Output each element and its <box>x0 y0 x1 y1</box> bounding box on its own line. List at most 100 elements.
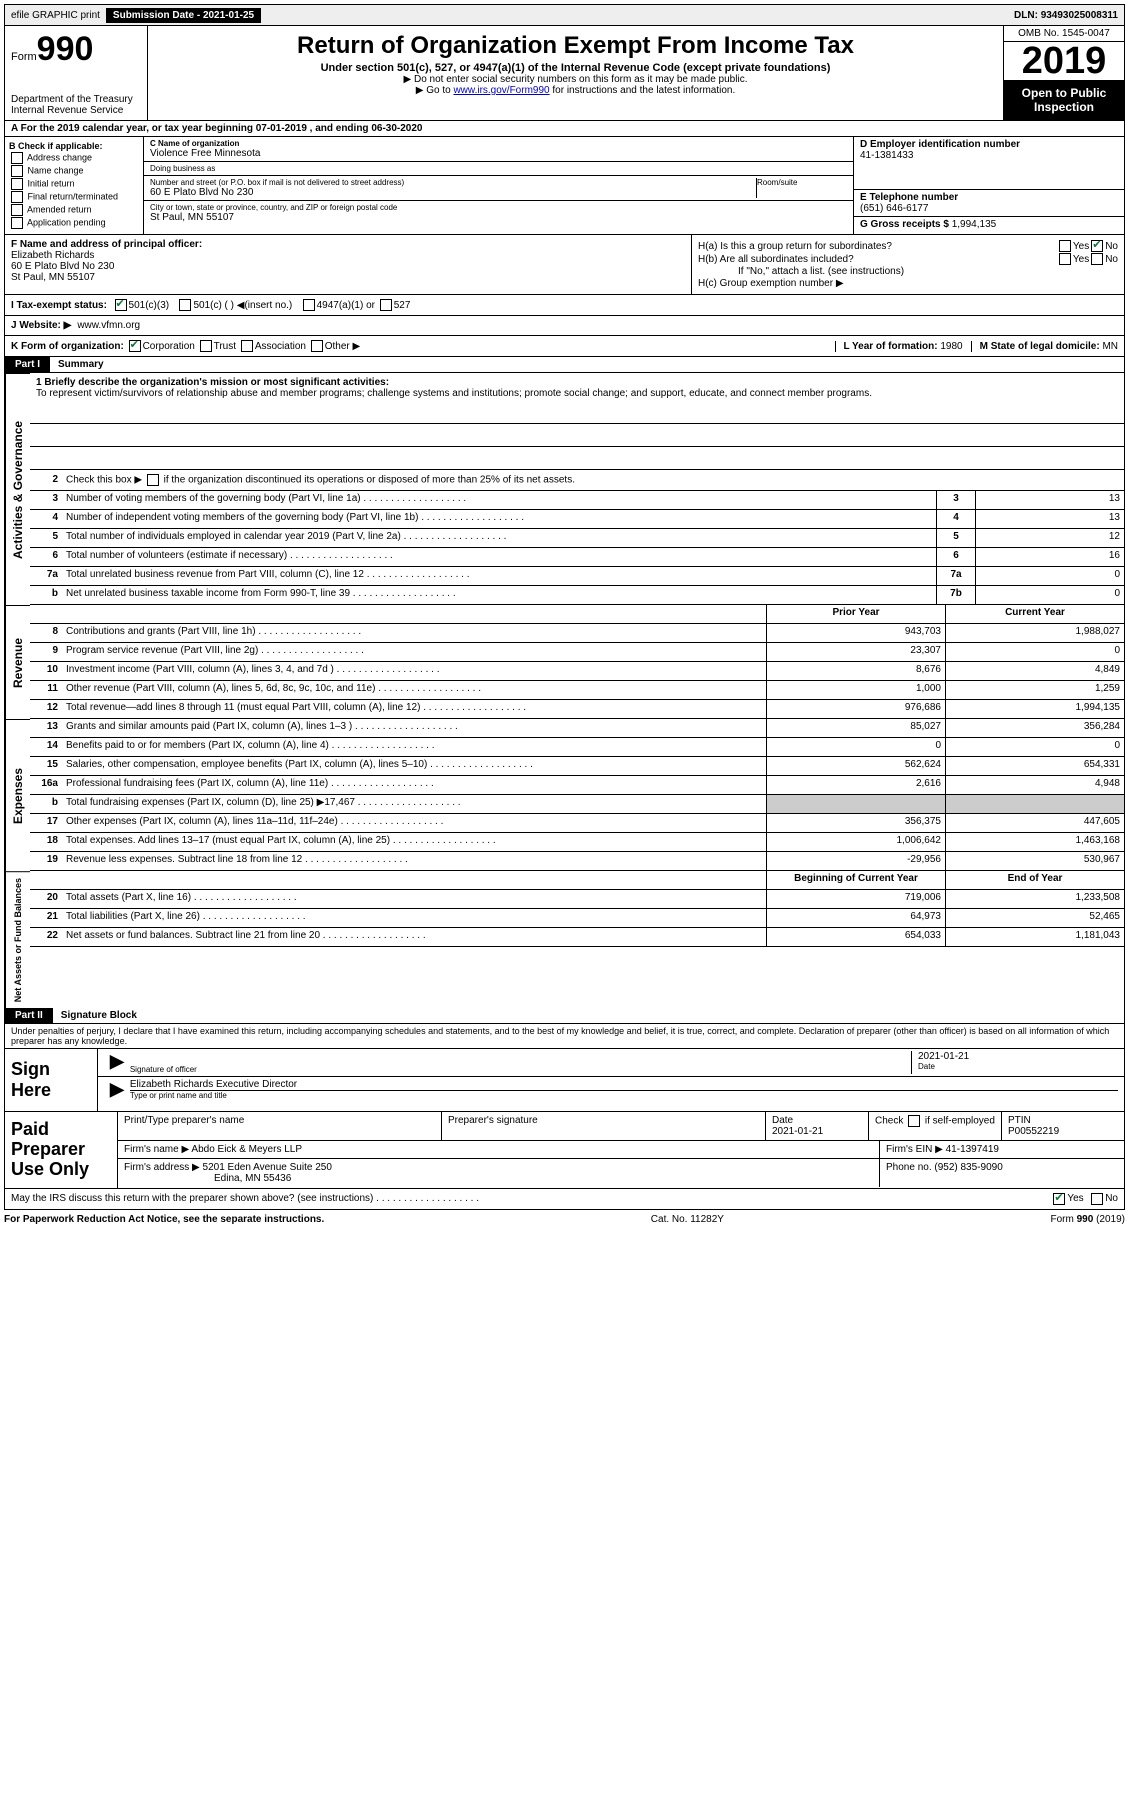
vtab-revenue: Revenue <box>5 605 30 719</box>
table-row: 9 Program service revenue (Part VIII, li… <box>30 643 1124 662</box>
ein-cell: D Employer identification number 41-1381… <box>854 137 1124 190</box>
eoy-hdr: End of Year <box>945 871 1124 889</box>
topbar: efile GRAPHIC print Submission Date - 20… <box>4 4 1125 26</box>
chk-527[interactable] <box>380 299 392 311</box>
table-row: 20 Total assets (Part X, line 16) 719,00… <box>30 890 1124 909</box>
sign-block: Sign Here ▶ Signature of officer 2021-01… <box>4 1049 1125 1112</box>
paid-preparer-label: Paid Preparer Use Only <box>5 1112 118 1187</box>
current-year-hdr: Current Year <box>945 605 1124 623</box>
footer-right: Form 990 (2019) <box>1051 1214 1125 1225</box>
hb-yes[interactable] <box>1059 253 1071 265</box>
state-domicile: MN <box>1102 341 1118 352</box>
chk-pending[interactable]: Application pending <box>9 217 139 229</box>
row-a-period: A For the 2019 calendar year, or tax yea… <box>4 121 1125 137</box>
website-value: www.vfmn.org <box>77 320 140 331</box>
line2-text: Check this box ▶ if the organization dis… <box>62 472 1124 490</box>
dba-cell: Doing business as <box>144 162 853 176</box>
gross-cell: G Gross receipts $ 1,994,135 <box>854 217 1124 232</box>
sig-arrow-icon-2: ▶ <box>104 1079 130 1100</box>
org-city: St Paul, MN 55107 <box>150 212 847 223</box>
footer-left: For Paperwork Reduction Act Notice, see … <box>4 1214 324 1225</box>
section-bcdeg: B Check if applicable: Address change Na… <box>4 137 1125 234</box>
discuss-no[interactable] <box>1091 1193 1103 1205</box>
vtab-netassets: Net Assets or Fund Balances <box>5 871 30 1008</box>
prior-year-hdr: Prior Year <box>766 605 945 623</box>
line1-label: 1 Briefly describe the organization's mi… <box>36 377 389 388</box>
part1-bar: Part I Summary <box>4 357 1125 373</box>
footer-mid: Cat. No. 11282Y <box>651 1214 724 1225</box>
table-row: 3 Number of voting members of the govern… <box>30 491 1124 510</box>
form-number: Form990 <box>11 30 141 69</box>
submission-date: Submission Date - 2021-01-25 <box>107 8 261 23</box>
org-name-cell: C Name of organization Violence Free Min… <box>144 137 853 162</box>
chk-trust[interactable] <box>200 340 212 352</box>
table-row: 13 Grants and similar amounts paid (Part… <box>30 719 1124 738</box>
table-row: 10 Investment income (Part VIII, column … <box>30 662 1124 681</box>
sig-name-value: Elizabeth Richards Executive Director <box>130 1079 1118 1090</box>
ptin-value: P00552219 <box>1008 1126 1118 1137</box>
firm-addr1: 5201 Eden Avenue Suite 250 <box>203 1162 332 1173</box>
chk-amended[interactable]: Amended return <box>9 204 139 216</box>
chk-final[interactable]: Final return/terminated <box>9 191 139 203</box>
tax-status-row: I Tax-exempt status: 501(c)(3) 501(c) ( … <box>4 295 1125 316</box>
gross-value: 1,994,135 <box>952 219 997 230</box>
chk-address[interactable]: Address change <box>9 152 139 164</box>
firm-ein: 41-1397419 <box>946 1144 999 1155</box>
ha-no[interactable] <box>1091 240 1103 252</box>
chk-discontinued[interactable] <box>147 474 159 486</box>
chk-501c3[interactable] <box>115 299 127 311</box>
netassets-section: Net Assets or Fund Balances Beginning of… <box>4 871 1125 1008</box>
chk-name[interactable]: Name change <box>9 165 139 177</box>
table-row: 11 Other revenue (Part VIII, column (A),… <box>30 681 1124 700</box>
tax-year: 2019 <box>1004 42 1124 80</box>
vtab-expenses: Expenses <box>5 719 30 871</box>
table-row: 16a Professional fundraising fees (Part … <box>30 776 1124 795</box>
open-public: Open to Public Inspection <box>1004 80 1124 120</box>
irs-link[interactable]: www.irs.gov/Form990 <box>453 85 549 96</box>
chk-4947[interactable] <box>303 299 315 311</box>
chk-corp[interactable] <box>129 340 141 352</box>
officer-name: Elizabeth Richards <box>11 250 685 261</box>
addr-cell: Number and street (or P.O. box if mail i… <box>144 176 853 201</box>
hb-no[interactable] <box>1091 253 1103 265</box>
table-row: 15 Salaries, other compensation, employe… <box>30 757 1124 776</box>
ein-value: 41-1381433 <box>860 150 1118 161</box>
page-footer: For Paperwork Reduction Act Notice, see … <box>4 1210 1125 1229</box>
table-row: 7a Total unrelated business revenue from… <box>30 567 1124 586</box>
table-row: 6 Total number of volunteers (estimate i… <box>30 548 1124 567</box>
form-subtitle: Under section 501(c), 527, or 4947(a)(1)… <box>154 62 997 74</box>
chk-initial[interactable]: Initial return <box>9 178 139 190</box>
table-row: 12 Total revenue—add lines 8 through 11 … <box>30 700 1124 719</box>
year-formation: 1980 <box>940 341 962 352</box>
dept-treasury: Department of the Treasury Internal Reve… <box>11 94 141 116</box>
chk-assoc[interactable] <box>241 340 253 352</box>
city-cell: City or town, state or province, country… <box>144 201 853 225</box>
h-a: H(a) Is this a group return for subordin… <box>698 240 1118 252</box>
ha-yes[interactable] <box>1059 240 1071 252</box>
paid-preparer-block: Paid Preparer Use Only Print/Type prepar… <box>4 1112 1125 1188</box>
h-b: H(b) Are all subordinates included? Yes … <box>698 253 1118 265</box>
sig-date-value: 2021-01-21 <box>918 1051 1118 1062</box>
org-name: Violence Free Minnesota <box>150 148 847 159</box>
chk-other[interactable] <box>311 340 323 352</box>
sig-officer-label: Signature of officer <box>130 1065 911 1074</box>
phone-cell: E Telephone number (651) 646-6177 <box>854 190 1124 217</box>
chk-self-employed[interactable] <box>908 1115 920 1127</box>
website-row: J Website: ▶ www.vfmn.org <box>4 316 1125 336</box>
officer-cell: F Name and address of principal officer:… <box>5 235 692 294</box>
sig-arrow-icon: ▶ <box>104 1051 130 1074</box>
h-c: H(c) Group exemption number ▶ <box>698 278 1118 289</box>
efile-label: efile GRAPHIC print <box>5 8 107 23</box>
table-row: 4 Number of independent voting members o… <box>30 510 1124 529</box>
chk-501c[interactable] <box>179 299 191 311</box>
col-b-checkboxes: B Check if applicable: Address change Na… <box>5 137 144 234</box>
vtab-governance: Activities & Governance <box>5 373 30 605</box>
table-row: b Total fundraising expenses (Part IX, c… <box>30 795 1124 814</box>
phone-value: (651) 646-6177 <box>860 203 1118 214</box>
table-row: b Net unrelated business taxable income … <box>30 586 1124 605</box>
note-goto: Go to www.irs.gov/Form990 for instructio… <box>154 85 997 96</box>
governance-section: Activities & Governance 1 Briefly descri… <box>4 373 1125 605</box>
h-b-note: If "No," attach a list. (see instruction… <box>698 266 1118 277</box>
discuss-yes[interactable] <box>1053 1193 1065 1205</box>
table-row: 22 Net assets or fund balances. Subtract… <box>30 928 1124 947</box>
